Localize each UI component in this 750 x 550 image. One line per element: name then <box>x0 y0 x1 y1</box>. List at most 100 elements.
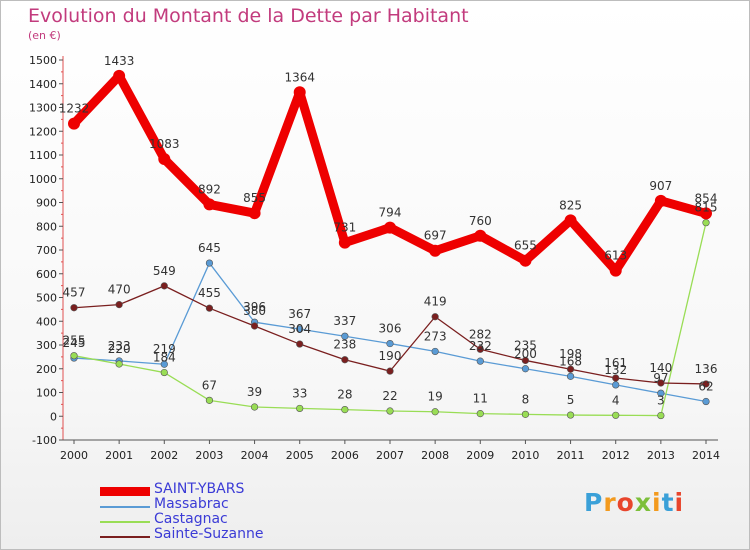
data-label: 1232 <box>59 102 90 116</box>
data-point <box>612 374 620 382</box>
data-point <box>250 322 259 330</box>
x-tick-label: 2002 <box>150 449 178 462</box>
data-point <box>158 153 171 166</box>
x-tick-label: 2009 <box>466 449 494 462</box>
legend-swatch <box>100 521 150 523</box>
data-point <box>657 389 665 397</box>
data-point <box>205 259 214 267</box>
data-point <box>70 352 78 360</box>
data-label: 238 <box>333 338 356 352</box>
data-point <box>431 313 439 321</box>
data-point <box>431 408 439 416</box>
data-label: 97 <box>653 371 668 385</box>
data-label: 396 <box>243 300 266 314</box>
data-point <box>205 304 214 312</box>
data-point <box>519 254 532 267</box>
y-tick-label: 800 <box>36 220 57 233</box>
data-label: 613 <box>604 249 627 263</box>
data-label: 760 <box>469 214 492 228</box>
data-point <box>564 214 577 227</box>
data-label: 304 <box>288 322 311 336</box>
chart-title: Evolution du Montant de la Dette par Hab… <box>28 5 469 27</box>
y-tick-label: 1300 <box>29 102 57 115</box>
data-point <box>474 229 487 242</box>
data-point <box>115 360 123 368</box>
data-label: 282 <box>469 327 492 341</box>
data-label: 549 <box>153 264 176 278</box>
data-label: 380 <box>243 304 266 318</box>
y-tick-label: 1000 <box>29 173 57 186</box>
data-point <box>521 356 530 365</box>
y-tick-label: 1500 <box>29 54 57 67</box>
data-point <box>566 365 575 373</box>
y-tick-label: 0 <box>50 410 57 423</box>
legend-swatch <box>100 487 150 496</box>
x-tick-label: 2010 <box>511 449 539 462</box>
data-label: 337 <box>333 314 356 328</box>
x-tick-label: 2013 <box>647 449 675 462</box>
data-label: 198 <box>559 347 582 361</box>
data-point <box>341 332 349 340</box>
legend-swatch <box>100 506 150 508</box>
data-label: 794 <box>379 206 402 220</box>
data-label: 67 <box>202 378 217 392</box>
chart-axes: -100 0 100 200 300 400 500 600 700 800 900 1000 1100… <box>29 54 720 462</box>
data-label: 8 <box>522 392 530 406</box>
y-tick-label: 400 <box>36 315 57 328</box>
x-tick-label: 2003 <box>195 449 223 462</box>
data-label: 168 <box>559 354 582 368</box>
data-point <box>521 365 530 373</box>
data-point <box>609 264 622 277</box>
legend-label: Massabrac <box>154 496 229 512</box>
data-label: 655 <box>514 239 537 253</box>
chart-unit-label: (en €) <box>28 29 61 42</box>
x-tick-label: 2007 <box>376 449 404 462</box>
data-point <box>338 236 351 249</box>
proxiti-logo: Proxiti <box>584 488 685 517</box>
x-tick-label: 2001 <box>105 449 133 462</box>
data-label: 855 <box>243 191 266 205</box>
data-label: 4 <box>612 393 620 407</box>
data-label: 19 <box>428 390 443 404</box>
data-label: 28 <box>337 388 352 402</box>
y-tick-label: 1100 <box>29 149 57 162</box>
data-point <box>702 380 710 388</box>
data-point <box>205 396 214 404</box>
y-tick-label: -100 <box>32 434 57 447</box>
data-point <box>160 368 168 377</box>
y-tick-label: 600 <box>36 268 57 281</box>
data-point <box>341 356 349 364</box>
data-point <box>203 198 216 211</box>
x-tick-label: 2000 <box>60 449 88 462</box>
data-point <box>293 86 306 99</box>
data-point <box>113 69 126 82</box>
data-label: 907 <box>649 179 672 193</box>
data-point <box>612 381 620 389</box>
data-point <box>386 407 394 415</box>
data-label: 161 <box>604 356 627 370</box>
data-label: 255 <box>63 334 86 348</box>
data-point <box>521 410 530 418</box>
x-tick-label: 2005 <box>286 449 314 462</box>
data-label: 136 <box>695 362 718 376</box>
data-label: 11 <box>473 392 488 406</box>
data-label: 470 <box>108 283 131 297</box>
data-label: 184 <box>153 351 176 365</box>
data-label: 232 <box>469 339 492 353</box>
data-point <box>248 207 261 220</box>
data-label: 22 <box>382 389 397 403</box>
data-point <box>700 207 712 220</box>
data-point <box>566 411 575 419</box>
data-label: 140 <box>649 361 672 375</box>
data-label: 273 <box>424 329 447 343</box>
data-point <box>702 397 710 406</box>
x-tick-label: 2008 <box>421 449 449 462</box>
data-point <box>296 404 304 413</box>
x-tick-label: 2006 <box>331 449 359 462</box>
x-tick-label: 2004 <box>241 449 269 462</box>
data-point <box>431 347 439 356</box>
y-tick-label: 100 <box>36 387 57 400</box>
data-label: 235 <box>514 338 537 352</box>
data-point <box>386 339 394 348</box>
